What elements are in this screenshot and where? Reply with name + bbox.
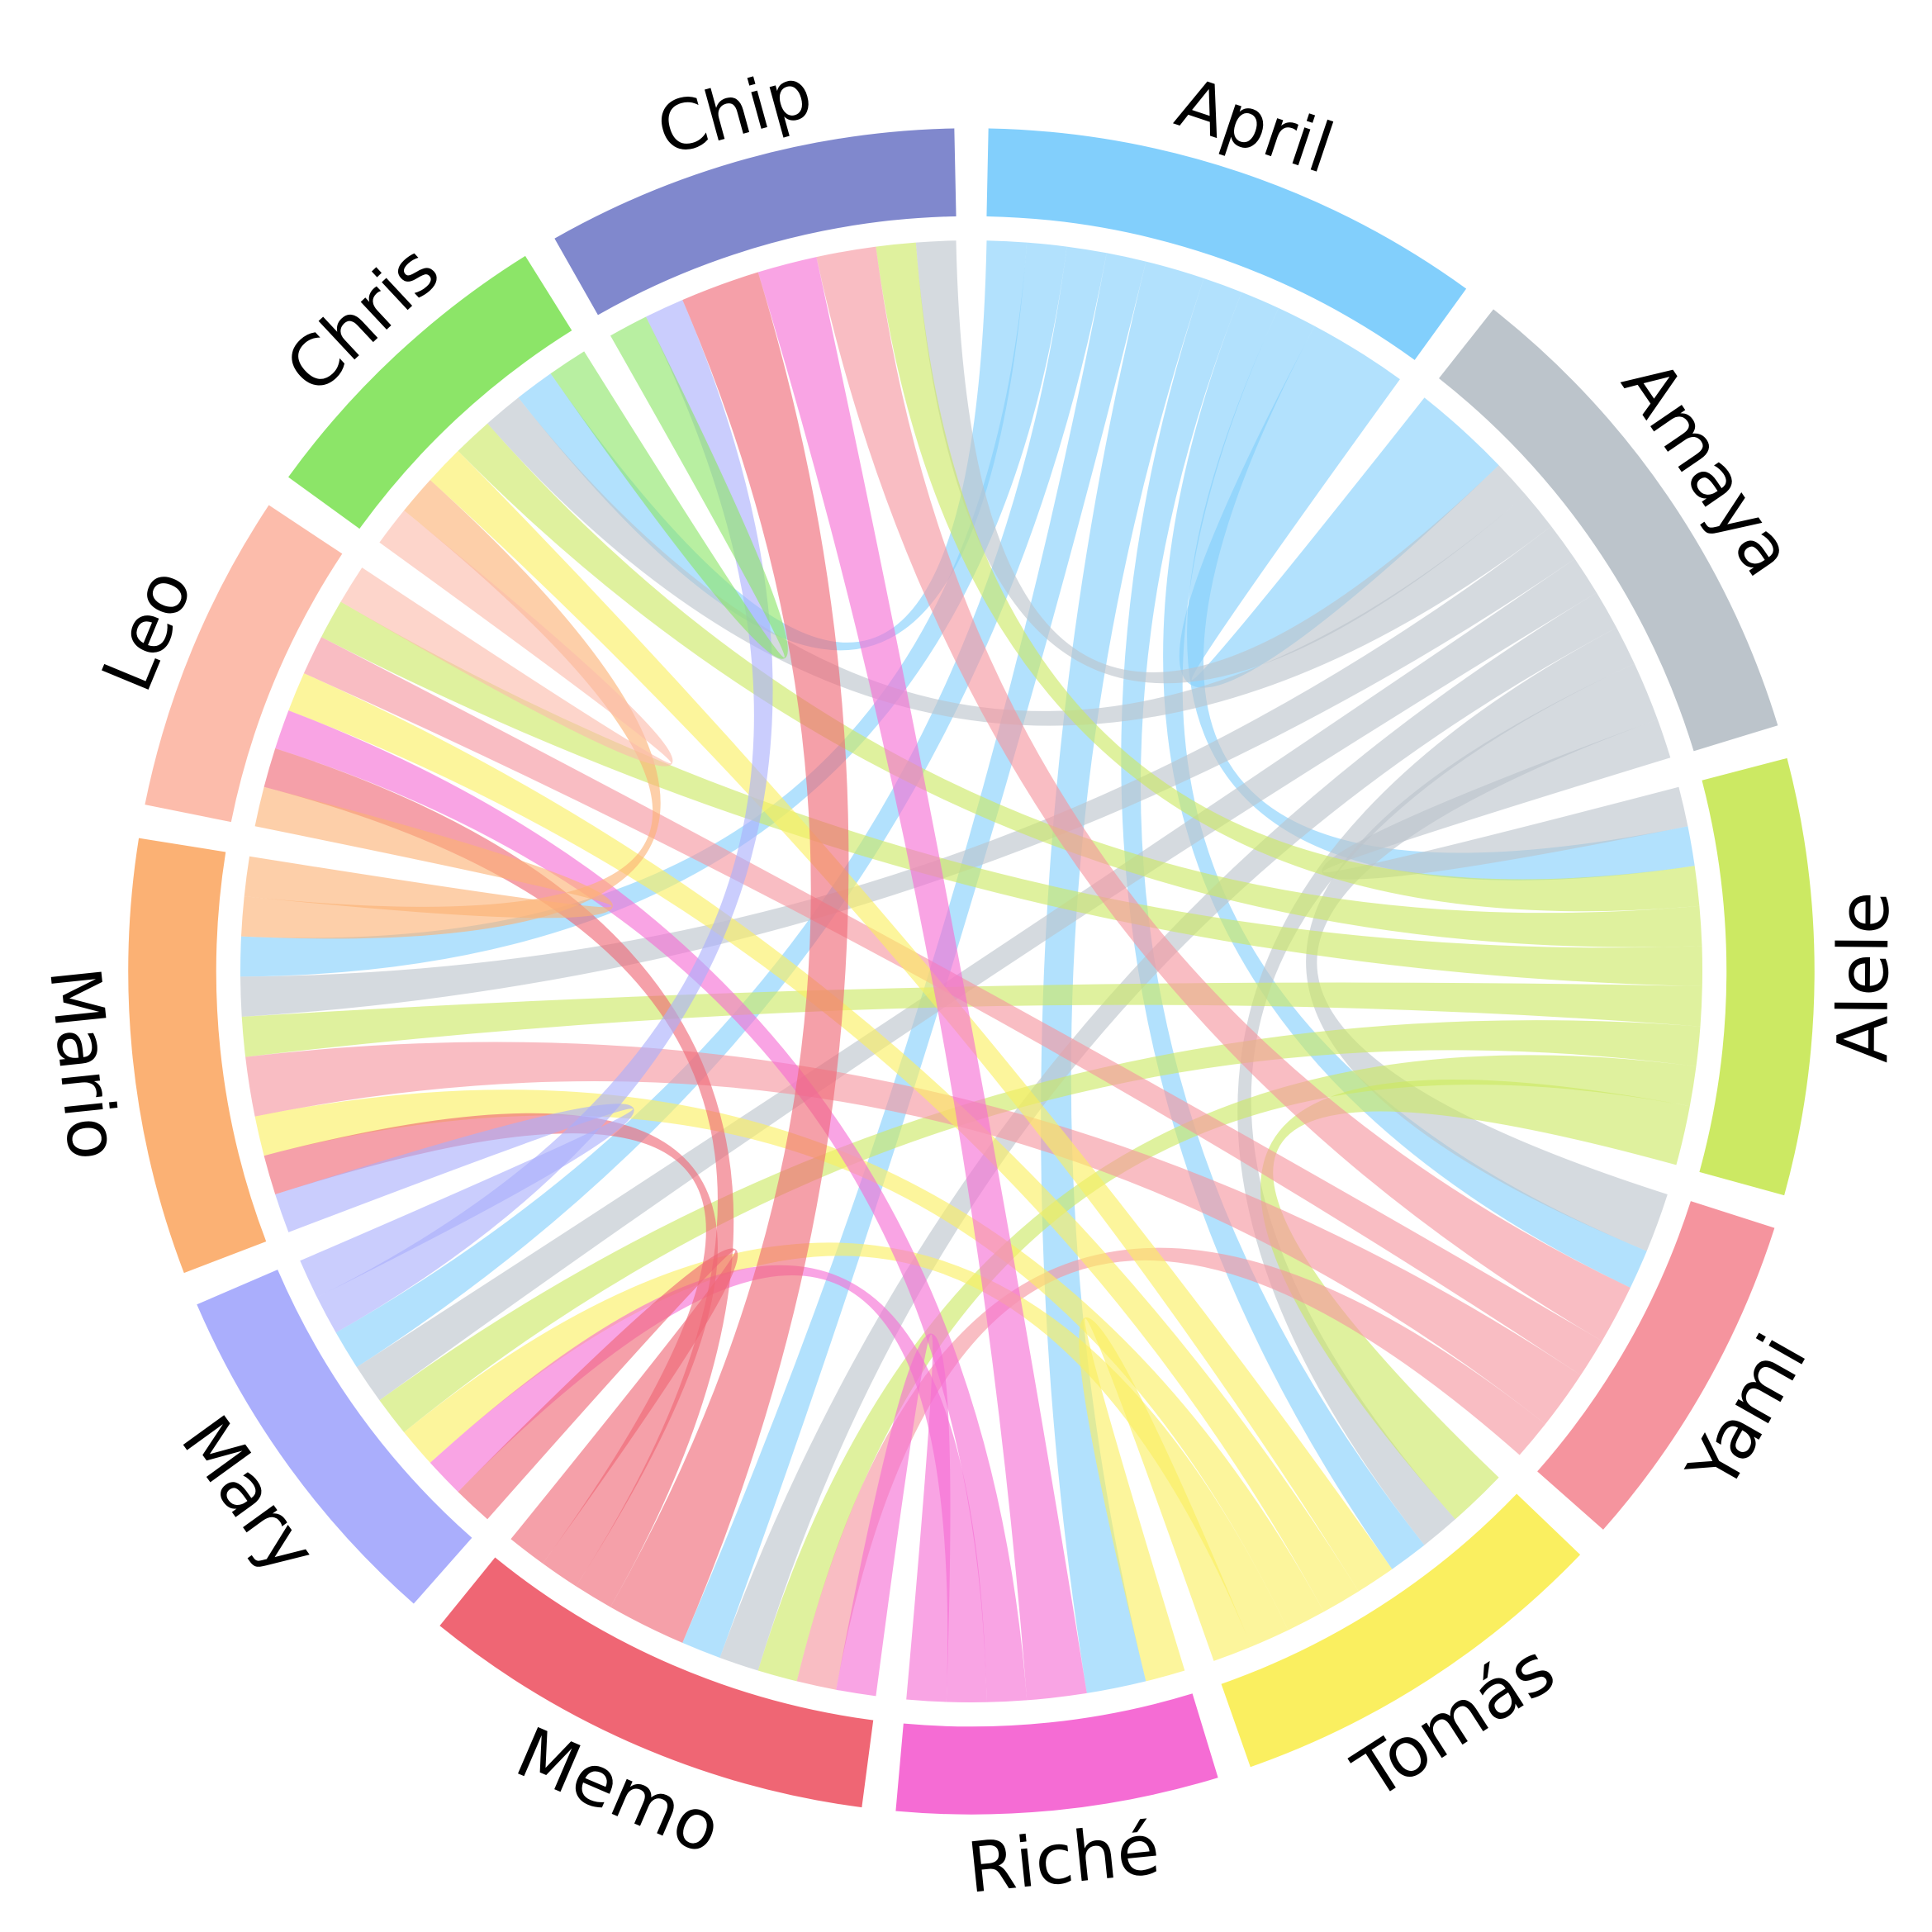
arc-riche <box>895 1693 1218 1815</box>
ribbon-riche-mary <box>430 1265 987 1703</box>
arc-layer <box>128 128 1815 1815</box>
arc-mary <box>197 1270 472 1604</box>
arc-chris <box>288 255 572 529</box>
ribbon-alele-tomas <box>1260 1079 1690 1520</box>
label-riche: Riché <box>964 1808 1164 1909</box>
ribbon-chris-chip <box>550 316 788 659</box>
ribbon-alele-mario <box>241 982 1702 1057</box>
ribbon-layer <box>240 240 1703 1703</box>
arc-april <box>986 128 1467 360</box>
arc-memo <box>439 1557 874 1808</box>
arc-amaya <box>1439 309 1778 752</box>
arc-mario <box>128 838 267 1274</box>
ribbon-amaya-alele <box>1322 719 1688 880</box>
ribbon-tomas-riche <box>1079 1317 1251 1682</box>
ribbon-yami-mario <box>245 1042 1581 1425</box>
ribbon-mario-leo <box>244 786 613 919</box>
ribbon-yami-leo <box>303 637 1602 1375</box>
arc-leo <box>145 505 343 823</box>
arc-chip <box>554 128 957 316</box>
ribbon-riche-chip <box>757 257 1087 1701</box>
ribbon-tomas-chris <box>430 450 1393 1592</box>
label-alele: Alele <box>1822 891 1904 1063</box>
label-mario: Mario <box>34 964 135 1164</box>
arc-tomas <box>1221 1493 1581 1768</box>
ribbon-amaya-mary <box>356 558 1597 1401</box>
arc-alele <box>1699 757 1815 1196</box>
ribbon-tomas-mary <box>404 1242 1289 1647</box>
ribbon-april-memo <box>682 253 1146 1658</box>
ribbon-alele-leo <box>321 601 1703 986</box>
ribbon-riche-leo <box>275 710 1028 1702</box>
ribbon-memo-mario <box>263 1113 718 1587</box>
ribbon-memo-chip <box>610 272 849 1643</box>
ribbon-amaya-tomas <box>1237 627 1635 1545</box>
ribbon-leo-chris <box>340 510 673 767</box>
ribbon-riche-memo <box>836 1333 951 1702</box>
ribbon-mary-mario <box>275 1104 634 1298</box>
ribbon-april-amaya <box>1179 325 1499 688</box>
ribbon-april-yami <box>1163 292 1647 1289</box>
arc-yami <box>1537 1201 1775 1530</box>
